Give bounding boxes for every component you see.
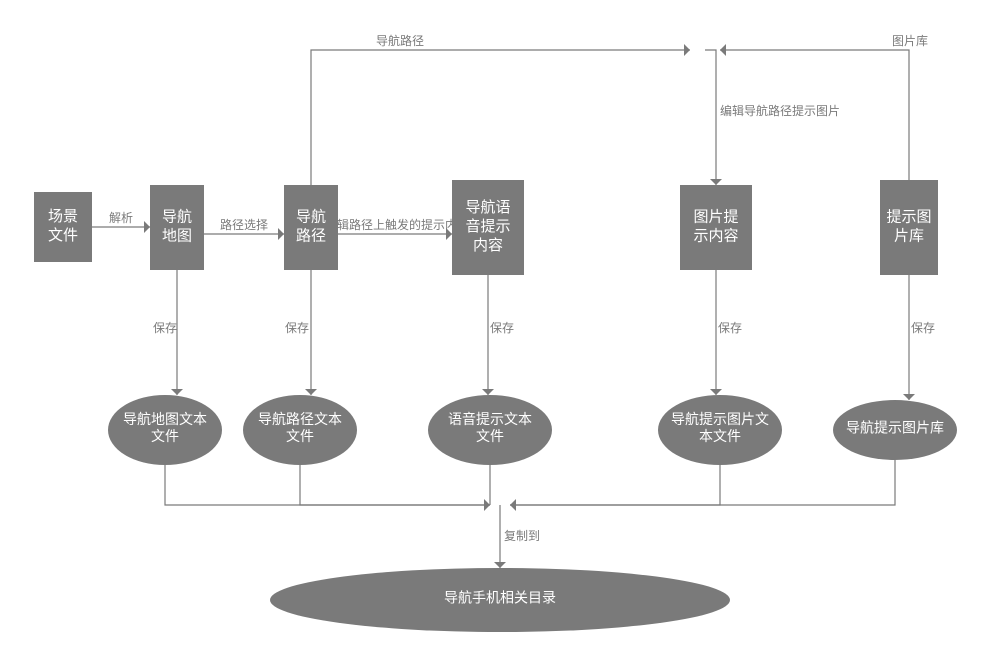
edge-label: 导航路径 [376, 33, 424, 48]
arrow-head [171, 389, 183, 395]
node-scene-label: 场景 [48, 208, 78, 225]
arrow-head [494, 562, 506, 568]
node-imglib-label: 提示图 [886, 209, 931, 226]
node-imgtip-label: 图片提 [693, 209, 738, 226]
arrow-head [482, 389, 494, 395]
edge-label: 路径选择 [220, 217, 268, 232]
node-voice_file-label: 语音提示文本 [448, 411, 532, 427]
node-voice-label: 导航语 [465, 199, 510, 216]
arrow-head [684, 44, 690, 56]
node-map_file-label: 文件 [151, 428, 179, 444]
edge-label: 保存 [285, 321, 309, 335]
node-imgtip_file-label: 本文件 [699, 428, 741, 444]
edge-label: 解析 [109, 211, 133, 225]
node-map-label: 地图 [162, 228, 192, 245]
edge [311, 50, 690, 185]
node-phone_dir-label: 导航手机相关目录 [444, 590, 556, 606]
edge-label: 编辑路径上触发的提示内容 [325, 217, 469, 232]
node-imgtip-label: 示内容 [693, 228, 738, 245]
node-route_file-label: 文件 [286, 428, 314, 444]
edge-label: 图片库 [892, 33, 928, 48]
arrow-head [305, 389, 317, 395]
node-imgtip_file-label: 导航提示图片文 [671, 411, 769, 427]
edge-label: 保存 [911, 321, 935, 335]
node-scene-label: 文件 [48, 227, 78, 244]
node-voice-label: 内容 [473, 237, 503, 254]
arrow-head [144, 221, 150, 233]
node-map_file-label: 导航地图文本 [123, 411, 207, 427]
edge [510, 460, 895, 505]
node-imglib-label: 片库 [894, 228, 924, 245]
edge-label: 编辑导航路径提示图片 [720, 103, 840, 118]
arrow-head [710, 389, 722, 395]
edge-label: 复制到 [504, 529, 540, 543]
edge [165, 465, 490, 505]
arrow-head [278, 228, 284, 240]
node-route_file-label: 导航路径文本 [258, 411, 342, 427]
edge [510, 465, 720, 505]
arrow-head [710, 179, 722, 185]
edge-label: 保存 [153, 321, 177, 335]
node-voice_file-label: 文件 [476, 428, 504, 444]
edge [300, 465, 490, 505]
node-route-label: 导航 [296, 209, 326, 226]
edge-label: 保存 [490, 321, 514, 335]
edge-label: 保存 [718, 321, 742, 335]
node-voice-label: 音提示 [465, 218, 510, 235]
edge [705, 50, 716, 185]
flow-diagram: 解析路径选择编辑路径上触发的提示内容导航路径图片库编辑导航路径提示图片保存保存保… [0, 0, 1000, 666]
node-map-label: 导航 [162, 209, 192, 226]
node-imglib_file-label: 导航提示图片库 [846, 420, 944, 436]
node-route-label: 路径 [296, 228, 326, 245]
arrow-head [720, 44, 726, 56]
arrow-head [903, 394, 915, 400]
